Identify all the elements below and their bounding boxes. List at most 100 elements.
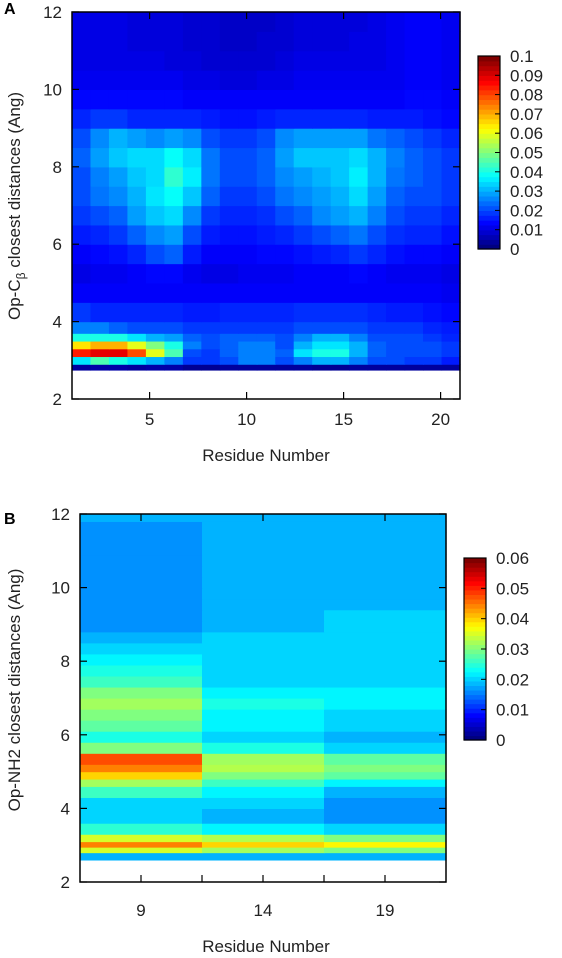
heatmap-cell <box>423 50 443 71</box>
colorbar-swatch <box>478 191 500 197</box>
heatmap-cell <box>202 587 325 600</box>
heatmap-cell <box>202 778 325 787</box>
colorbar-swatch <box>464 567 486 573</box>
colorbar-swatch <box>464 598 486 605</box>
heatmap-cell <box>202 731 325 743</box>
x-tick-label: 9 <box>136 901 145 920</box>
heatmap-cell <box>202 642 325 655</box>
heatmap-cell <box>182 166 202 187</box>
heatmap-cell <box>423 89 443 110</box>
heatmap-cell <box>164 108 184 129</box>
heatmap-cell <box>202 532 325 545</box>
heatmap-cell <box>90 224 110 245</box>
heatmap-cell <box>201 128 221 149</box>
heatmap-cell <box>386 302 406 323</box>
heatmap-cell <box>90 364 110 371</box>
colorbar-swatch <box>464 603 486 609</box>
heatmap-cell <box>108 89 129 110</box>
colorbar-swatch <box>478 56 500 62</box>
heatmap-cell <box>72 224 92 245</box>
heatmap-cell <box>349 128 369 149</box>
colorbar-swatch <box>464 608 486 614</box>
heatmap-cell <box>256 244 276 265</box>
heatmap-cell <box>312 186 332 207</box>
heatmap-cell <box>182 224 202 245</box>
heatmap-cell <box>349 356 369 365</box>
y-tick-label: 8 <box>61 652 70 671</box>
heatmap-cell <box>202 709 325 721</box>
heatmap-cell <box>201 333 221 342</box>
colorbar-tick-label: 0.03 <box>510 182 543 201</box>
heatmap-cell <box>164 282 184 303</box>
panel-b-axis-ticks: 2 4 6 8 10 12 9 14 19 <box>51 505 446 920</box>
heatmap-cell <box>324 771 447 780</box>
heatmap-cell <box>324 753 447 765</box>
heatmap-cell <box>238 147 258 168</box>
heatmap-cell <box>90 89 110 110</box>
heatmap-cell <box>349 147 369 168</box>
heatmap-cell <box>238 356 258 365</box>
heatmap-cell <box>202 771 325 780</box>
heatmap-cell <box>256 50 276 71</box>
heatmap-cell <box>164 70 184 90</box>
y-tick-label: 12 <box>51 505 70 524</box>
heatmap-cell <box>238 321 258 334</box>
heatmap-cell <box>127 263 147 284</box>
heatmap-cell <box>80 823 203 835</box>
heatmap-cell <box>324 797 447 809</box>
heatmap-cell <box>145 356 165 365</box>
colorbar-swatch <box>464 635 486 641</box>
heatmap-cell <box>238 205 258 226</box>
heatmap-cell <box>219 147 239 168</box>
heatmap-cell <box>441 340 461 350</box>
heatmap-cell <box>202 598 325 611</box>
heatmap-cell <box>423 340 443 350</box>
heatmap-cell <box>182 333 202 342</box>
heatmap-cell <box>256 186 276 207</box>
colorbar-swatch <box>464 626 486 632</box>
colorbar-tick-label: 0.04 <box>496 610 529 629</box>
heatmap-cell <box>72 348 92 358</box>
heatmap-cell <box>127 31 147 52</box>
heatmap-cell <box>164 244 184 265</box>
y-tick-label: 4 <box>61 799 70 818</box>
colorbar-swatch <box>478 210 500 216</box>
colorbar-swatch <box>464 649 486 655</box>
heatmap-cell <box>145 128 165 149</box>
heatmap-cell <box>72 263 92 284</box>
heatmap-cell <box>80 543 203 556</box>
heatmap-cell <box>90 12 110 32</box>
heatmap-cell <box>367 356 387 365</box>
heatmap-cell <box>367 186 387 207</box>
heatmap-cell <box>202 841 325 848</box>
colorbar-swatch <box>478 229 500 236</box>
heatmap-cell <box>330 340 350 350</box>
heatmap-cell <box>312 205 332 226</box>
heatmap-cell <box>367 348 387 358</box>
heatmap-cell <box>72 89 92 110</box>
heatmap-cell <box>404 348 424 358</box>
colorbar-swatch <box>478 205 500 211</box>
heatmap-cell <box>404 333 424 342</box>
panel-b-label: B <box>4 511 16 528</box>
heatmap-cell <box>108 321 129 334</box>
heatmap-cell <box>386 333 406 342</box>
heatmap-cell <box>90 356 110 365</box>
heatmap-cell <box>404 302 424 323</box>
heatmap-cell <box>80 808 203 824</box>
heatmap-cell <box>441 263 461 284</box>
heatmap-cell <box>423 205 443 226</box>
heatmap-cell <box>80 841 203 848</box>
heatmap-cell <box>330 224 350 245</box>
heatmap-cell <box>182 50 202 71</box>
heatmap-cell <box>238 70 258 90</box>
heatmap-cell <box>256 205 276 226</box>
heatmap-cell <box>330 244 350 265</box>
heatmap-cell <box>441 302 461 323</box>
heatmap-cell <box>367 70 387 90</box>
heatmap-cell <box>108 12 129 32</box>
heatmap-cell <box>201 302 221 323</box>
heatmap-cell <box>127 205 147 226</box>
colorbar-swatch <box>478 224 500 231</box>
heatmap-cell <box>441 348 461 358</box>
